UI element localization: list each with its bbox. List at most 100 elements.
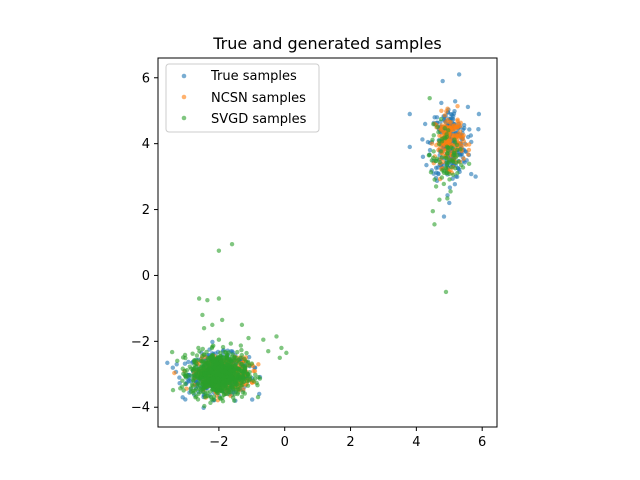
scatter-point <box>431 133 436 138</box>
scatter-point <box>453 155 458 160</box>
scatter-point <box>216 248 222 253</box>
scatter-point <box>239 322 245 328</box>
x-tick-label: 0 <box>281 435 289 450</box>
scatter-point <box>261 337 266 342</box>
scatter-point <box>445 196 450 201</box>
scatter-point <box>205 297 210 303</box>
scatter-point <box>235 349 240 355</box>
scatter-point <box>407 144 412 150</box>
scatter-point <box>284 350 289 356</box>
scatter-point <box>455 170 460 176</box>
scatter-point <box>452 99 458 104</box>
scatter-point <box>433 158 438 164</box>
scatter-point <box>216 296 222 301</box>
scatter-point <box>200 359 205 365</box>
scatter-point <box>209 397 215 402</box>
scatter-point <box>241 375 246 381</box>
scatter-point <box>436 129 441 135</box>
legend-marker-ncsn <box>181 94 187 100</box>
scatter-point <box>445 193 450 198</box>
scatter-point <box>202 403 207 409</box>
scatter-point <box>174 362 179 367</box>
scatter-point <box>229 354 235 359</box>
scatter-point <box>456 133 462 139</box>
scatter-point <box>212 383 218 389</box>
scatter-point <box>204 383 210 389</box>
scatter-point <box>206 370 212 375</box>
scatter-point <box>464 142 469 148</box>
scatter-point <box>465 152 471 157</box>
scatter-point <box>196 296 202 301</box>
scatter-point <box>439 100 444 106</box>
scatter-point <box>202 352 207 358</box>
scatter-point <box>450 146 455 151</box>
scatter-point <box>245 383 251 388</box>
scatter-point <box>467 127 472 132</box>
scatter-point <box>220 344 226 350</box>
scatter-point <box>444 144 450 149</box>
scatter-point <box>244 350 249 356</box>
scatter-point <box>431 149 436 154</box>
scatter-point <box>420 154 426 160</box>
scatter-point <box>432 222 437 227</box>
scatter-point <box>246 354 252 360</box>
scatter-point <box>430 209 436 214</box>
scatter-point <box>190 351 195 356</box>
scatter-point <box>407 111 412 117</box>
scatter-point <box>227 378 232 383</box>
scatter-point <box>461 122 467 128</box>
scatter-point <box>225 388 230 393</box>
scatter-point <box>251 378 256 383</box>
scatter-point <box>196 367 202 372</box>
y-tick-label: −4 <box>131 401 150 416</box>
legend-label-true: True samples <box>210 69 297 84</box>
scatter-point <box>439 108 444 114</box>
scatter-point <box>210 376 215 382</box>
scatter-point <box>476 111 482 117</box>
scatter-point <box>182 361 188 366</box>
legend: True samples NCSN samples SVGD samples <box>165 63 320 133</box>
scatter-point <box>180 395 185 400</box>
legend-label-svgd: SVGD samples <box>211 112 307 127</box>
scatter-point <box>274 334 279 339</box>
scatter-point <box>234 373 240 378</box>
scatter-point <box>217 372 223 378</box>
scatter-point <box>448 123 454 129</box>
scatter-point <box>238 383 244 388</box>
scatter-point <box>249 397 255 402</box>
scatter-point <box>230 395 236 400</box>
scatter-point <box>230 383 236 389</box>
scatter-point <box>447 185 453 190</box>
scatter-point <box>219 317 225 323</box>
scatter-point <box>202 366 207 371</box>
scatter-point <box>443 289 449 295</box>
scatter-point <box>232 392 237 397</box>
scatter-point <box>206 379 211 384</box>
scatter-point <box>192 365 197 371</box>
scatter-point <box>210 322 215 328</box>
scatter-point <box>183 381 188 387</box>
legend-marker-svgd <box>181 115 187 121</box>
scatter-point <box>441 181 447 187</box>
scatter-point <box>444 166 449 172</box>
scatter-point <box>215 376 221 381</box>
scatter-point <box>441 159 446 165</box>
scatter-point <box>223 391 228 396</box>
scatter-point <box>183 373 188 379</box>
scatter-point <box>195 397 201 402</box>
scatter-point <box>238 343 244 348</box>
scatter-point <box>194 353 200 358</box>
scatter-point <box>454 147 460 153</box>
scatter-point <box>209 345 215 351</box>
scatter-point <box>251 368 256 374</box>
series-svgd-samples <box>169 95 472 409</box>
scatter-point <box>181 388 186 393</box>
scatter-point <box>254 380 259 386</box>
scatter-point <box>429 158 435 163</box>
scatter-point <box>255 394 261 400</box>
scatter-point <box>244 378 250 384</box>
scatter-point <box>256 362 261 367</box>
scatter-point <box>243 364 248 370</box>
axes-frame <box>157 57 498 428</box>
